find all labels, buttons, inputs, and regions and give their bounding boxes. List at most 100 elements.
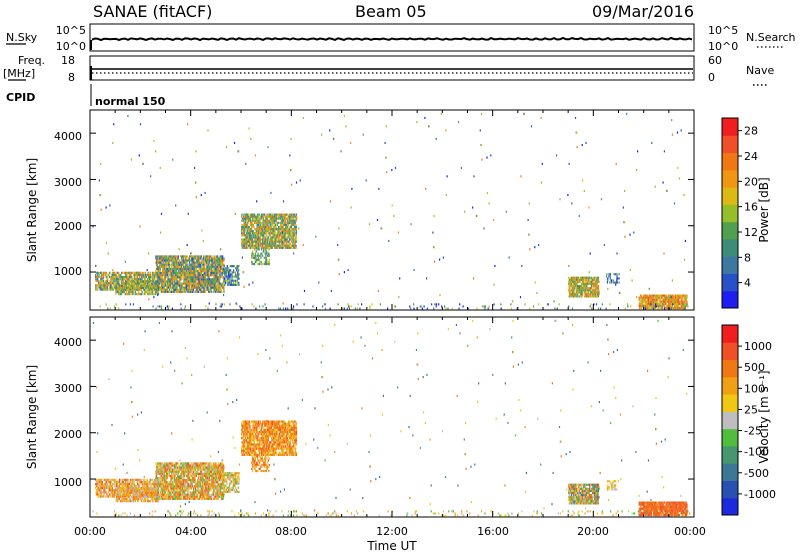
power-cell xyxy=(640,303,641,305)
power-cell xyxy=(650,295,651,297)
power-cell xyxy=(177,280,178,282)
power-cell xyxy=(203,258,204,260)
power-cell xyxy=(128,289,129,291)
power-cell xyxy=(261,230,262,232)
power-cell xyxy=(276,216,277,218)
power-cell xyxy=(170,270,171,272)
power-cell xyxy=(686,297,687,299)
power-cell xyxy=(291,239,292,241)
power-cell xyxy=(247,236,248,238)
power-cell xyxy=(349,308,350,310)
power-cell xyxy=(244,232,245,234)
power-cell xyxy=(244,220,245,222)
power-cell xyxy=(579,295,580,297)
power-cell xyxy=(657,301,658,303)
noise-panel: N.Sky 10^5 10^0 10^5 10^0 N.Search xyxy=(6,24,796,53)
power-cell xyxy=(154,276,155,278)
power-cell xyxy=(611,282,612,284)
power-cell xyxy=(97,289,98,291)
power-cell xyxy=(231,265,232,267)
power-cell xyxy=(250,220,251,222)
power-cell xyxy=(259,248,260,250)
power-cell xyxy=(95,289,96,291)
power-cell xyxy=(261,222,262,224)
power-cell xyxy=(106,272,107,274)
power-cell xyxy=(582,291,583,293)
power-cell xyxy=(277,224,278,226)
power-cell xyxy=(215,283,216,285)
power-cell xyxy=(270,234,271,236)
power-cell xyxy=(153,281,154,283)
power-cell xyxy=(192,258,193,260)
power-cell xyxy=(241,216,242,218)
power-cell xyxy=(252,243,253,245)
power-cell xyxy=(668,301,669,303)
power-cell xyxy=(279,216,280,218)
power-cell xyxy=(165,278,166,280)
power-cell xyxy=(213,291,214,293)
power-cell xyxy=(284,230,285,232)
power-cell xyxy=(278,218,279,220)
power-cell xyxy=(338,303,339,305)
power-cell xyxy=(247,214,248,216)
power-cell xyxy=(281,216,282,218)
power-cell xyxy=(235,282,236,284)
power-cell xyxy=(293,305,294,307)
power-cell xyxy=(276,218,277,220)
power-cell xyxy=(238,276,239,278)
power-cell xyxy=(158,289,159,291)
power-cell xyxy=(273,230,274,232)
power-cell xyxy=(267,224,268,226)
power-cell xyxy=(679,301,680,303)
power-cell xyxy=(593,293,594,295)
power-cell xyxy=(225,282,226,284)
power-cell xyxy=(645,299,646,301)
power-cell xyxy=(186,280,187,282)
power-cell xyxy=(148,293,149,295)
power-cell xyxy=(261,216,262,218)
power-cell xyxy=(265,220,266,222)
power-cell xyxy=(252,220,253,222)
power-cell xyxy=(285,222,286,224)
power-cell xyxy=(168,255,169,257)
power-cell xyxy=(155,285,156,287)
power-cell xyxy=(148,272,149,274)
power-cell xyxy=(193,276,194,278)
power-cell xyxy=(201,291,202,293)
power-cell xyxy=(290,234,291,236)
power-cell xyxy=(252,263,253,265)
power-cell xyxy=(265,303,266,305)
power-cell xyxy=(571,283,572,285)
power-cell xyxy=(611,279,612,281)
power-cell xyxy=(192,283,193,285)
power-cell xyxy=(485,305,486,307)
power-cell xyxy=(178,262,179,264)
power-cell xyxy=(245,222,246,224)
power-cell xyxy=(182,283,183,285)
power-cell xyxy=(209,262,210,264)
power-cell xyxy=(183,260,184,262)
power-cell xyxy=(253,226,254,228)
power-cell xyxy=(181,262,182,264)
power-cell xyxy=(380,303,381,305)
power-cell xyxy=(226,267,227,269)
power-cell xyxy=(597,281,598,283)
power-cell xyxy=(525,303,526,305)
power-cell xyxy=(588,287,589,289)
power-cell xyxy=(607,277,608,279)
power-cell xyxy=(645,308,646,310)
power-cell xyxy=(166,285,167,287)
power-cell xyxy=(293,232,294,234)
power-cell xyxy=(221,266,222,268)
power-cell xyxy=(653,308,654,310)
power-cell xyxy=(183,264,184,266)
power-cell xyxy=(151,293,152,295)
power-cell xyxy=(178,258,179,260)
power-cell xyxy=(165,266,166,268)
power-cell xyxy=(255,257,256,259)
power-cell xyxy=(617,282,618,284)
power-cell xyxy=(672,303,673,305)
power-cell xyxy=(116,303,117,305)
power-cell xyxy=(204,266,205,268)
